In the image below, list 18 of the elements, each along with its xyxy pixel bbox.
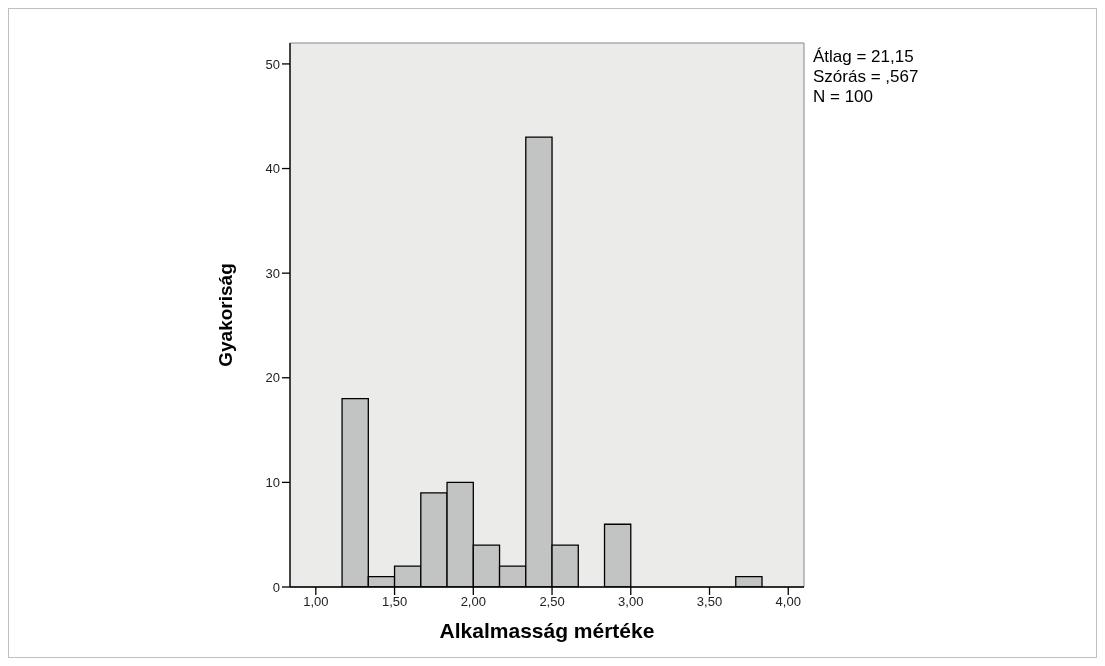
- text: Átlag = 21,15: [813, 47, 915, 67]
- x-tick-label: 1,50: [381, 594, 408, 610]
- x-tick-label: 3,50: [696, 594, 723, 610]
- x-tick-label: 2,00: [460, 594, 486, 610]
- y-tick-label: 50: [265, 56, 280, 72]
- y-tick-label: 30: [265, 265, 280, 281]
- y-tick-label: 10: [265, 475, 280, 490]
- x-axis-title: Alkalmasság mértéke: [439, 618, 655, 642]
- x-tick-label: 1,00: [303, 594, 329, 610]
- y-tick-label: 0: [272, 579, 280, 595]
- y-axis-title: Gyakoriság: [214, 263, 236, 367]
- x-tick-label: 2,50: [539, 594, 565, 610]
- x-tick-label: 3,00: [618, 594, 644, 610]
- y-tick-label: 20: [265, 370, 280, 386]
- text: Szórás = ,567: [813, 67, 919, 87]
- text: N = 100: [813, 87, 874, 107]
- x-tick-label: 4,00: [775, 594, 801, 610]
- y-tick-label: 40: [265, 161, 280, 177]
